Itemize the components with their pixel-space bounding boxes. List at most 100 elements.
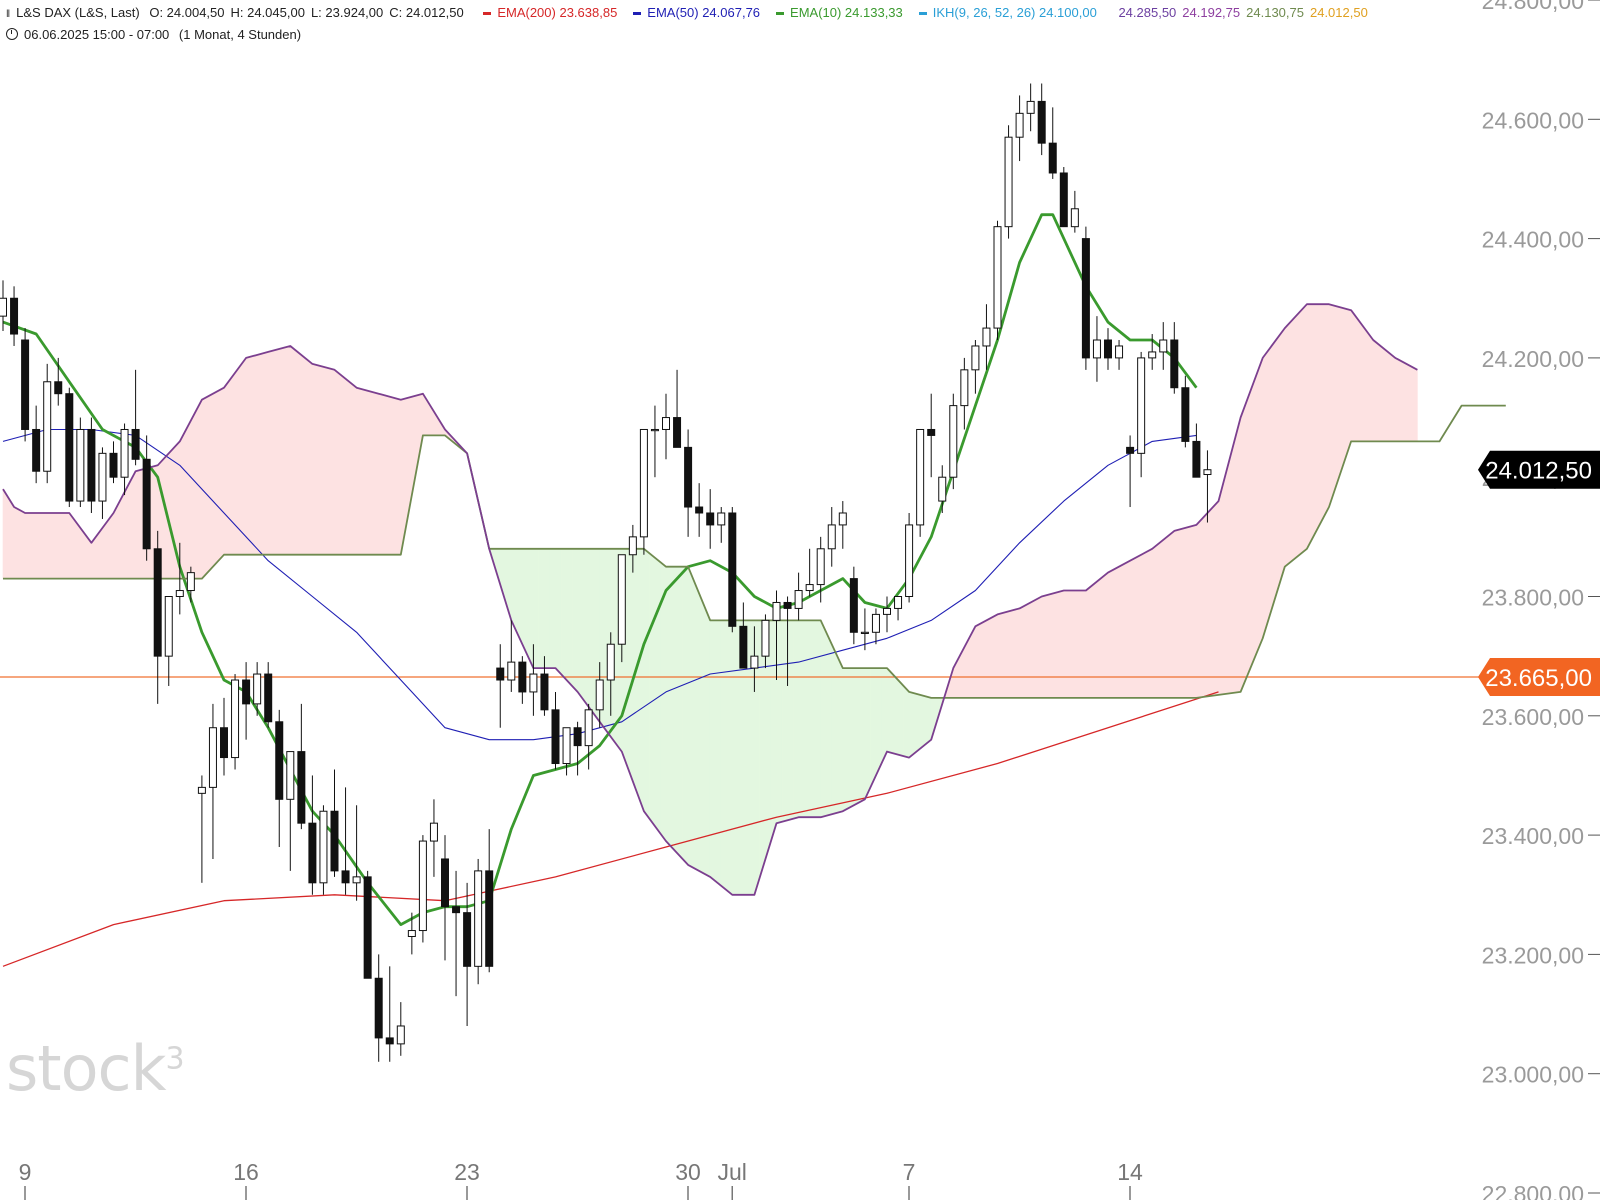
candle [949,393,958,490]
cloud-segment [643,548,650,820]
cloud-segment [1201,512,1208,698]
candle-body-down [441,858,449,908]
candle [772,590,781,681]
candle [275,709,284,848]
cloud-segment [864,667,871,800]
candle-body-down [1037,100,1046,144]
cloud-segment [1295,309,1302,559]
cloud-segment [726,620,733,896]
cloud-segment [218,387,225,562]
cloud-segment [1207,506,1214,697]
price-axis[interactable]: 22.800,00 23.000,00 23.200,00 23.400,00 23.6… [1482,0,1600,1200]
candle [739,602,748,669]
candle [352,805,361,901]
candle-body-up [860,631,869,634]
candle-body-down [684,446,693,508]
x-tick-label: 16 [233,1159,259,1185]
cloud-segment [367,390,374,556]
candle [1170,322,1179,394]
candle-body-down [297,751,306,824]
cloud-segment [1024,601,1031,699]
cloud-segment [229,371,236,556]
candle-body-up [905,524,914,597]
candle [1104,328,1112,370]
cloud-segment [1251,372,1258,666]
cloud-segment [693,579,700,872]
cloud-segment [389,396,396,556]
candle [584,703,593,770]
cloud-segment [356,387,363,556]
candle-body-up [838,512,847,526]
cloud-segment [1091,580,1098,699]
cloud-segment [317,364,324,556]
cloud-segment [566,548,573,687]
cloud-segment [781,620,788,823]
candle [1126,435,1135,508]
ohlc-values: O: 24.004,50 H: 24.045,00 L: 23.924,00 C: 2… [149,5,469,20]
cloud-segment [334,369,341,556]
cloud-segment [549,548,556,669]
y-tick-label: 23.400,00 [1482,823,1584,849]
candle [87,417,96,513]
last-price-label: 24.012,50 [1478,450,1600,489]
cloud-segment [903,685,910,758]
candle-body-down [1104,339,1112,359]
candle [109,441,118,484]
candle [728,507,737,633]
candle [485,829,494,973]
timestamp: 06.06.2025 15:00 - 07:00 [24,27,170,42]
cloud-segment [30,512,37,579]
candle [363,870,372,979]
cloud-segment [1312,303,1319,539]
candle [783,596,792,686]
time-axis[interactable]: 9 16 23 30 Jul 7 14 [19,1159,1143,1200]
price-label-text: 24.012,50 [1485,458,1592,485]
cloud-segment [339,373,346,556]
candle-body-up [164,596,173,657]
candle-body-up [761,619,770,657]
cloud-segment [1157,539,1164,699]
cloud-segment [1345,308,1352,458]
legend-swatch [776,12,785,16]
cloud-segment [555,548,562,675]
candle-body-down [463,912,472,967]
cloud-segment [897,679,904,757]
candle-body-down [518,661,527,693]
candle [1115,340,1124,370]
candle [286,751,295,871]
candle-body-up [1092,339,1101,359]
candle-body-down [142,458,151,550]
candle [938,465,947,513]
cloud-segment [1013,608,1020,699]
candle-body-up [938,476,947,502]
cloud-segment [1041,594,1048,699]
candle [297,703,306,830]
candle [120,423,129,496]
candle-body-down [65,393,74,502]
candle [1081,226,1090,370]
candle [242,662,251,740]
candle [131,369,140,466]
candle-body-up [429,822,438,842]
ikh-value: 24.012,50 [1309,5,1368,20]
candle [231,674,240,770]
candle [905,512,914,603]
level-price-label: 23.665,00 [1478,658,1600,697]
cloud-segment [1334,305,1341,491]
candle-body-up [805,584,814,592]
candle-body-up [286,751,295,800]
cloud-segment [1356,316,1363,442]
cloud-segment [284,345,291,556]
candle [916,428,925,537]
candle [385,966,394,1062]
candle-body-down [1126,446,1135,454]
candle-body-up [960,369,969,407]
candle-body-down [264,673,273,723]
cloud-segment [1030,598,1037,699]
cloud-segment [1395,357,1402,442]
candle [1181,375,1190,448]
candle [573,721,582,776]
cloud-segment [809,620,816,818]
cloud-segment [179,430,186,579]
